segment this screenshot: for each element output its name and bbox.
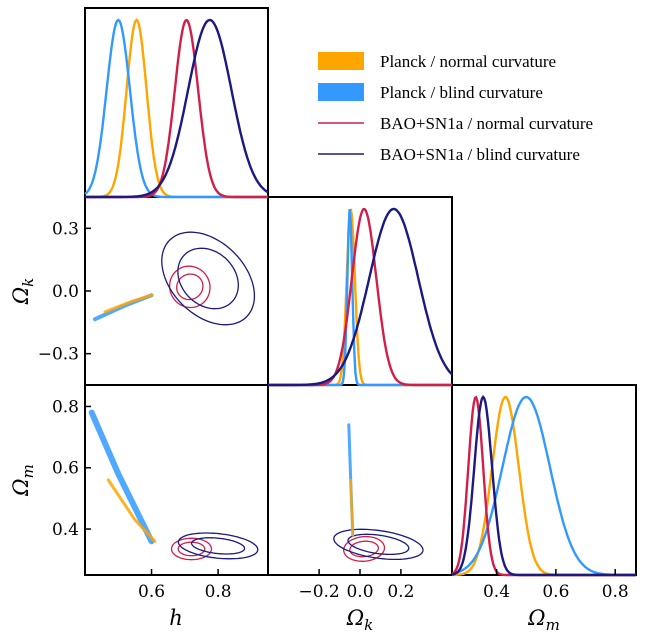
contour-h_ok-0-0 xyxy=(176,273,204,301)
x-axis-label-om: Ωm xyxy=(527,606,560,634)
contour-h_ok-0-1 xyxy=(168,265,211,309)
planck-blind-h-om xyxy=(88,409,155,545)
legend-swatch-0 xyxy=(318,52,364,70)
legend-swatch-1 xyxy=(318,83,364,101)
planck-normal-ok-om xyxy=(349,478,355,537)
y-axis-label-om: Ωm xyxy=(9,464,37,497)
legend-label-3: BAO+SN1a / blind curvature xyxy=(380,145,580,164)
contour-h_om-1-0 xyxy=(190,537,246,555)
x-tick-label: 0.0 xyxy=(346,582,373,602)
x-axis-label-ok: Ωk xyxy=(346,606,374,634)
contour-ok_om-0-1 xyxy=(343,535,386,562)
x-axis-label-h: h xyxy=(169,606,183,630)
marginal-ok-3 xyxy=(268,207,453,387)
panel-frame-1-1 xyxy=(267,196,453,386)
planck-normal-h-ok xyxy=(103,293,153,314)
y-axis-label-ok: Ωk xyxy=(9,278,37,306)
marginal-om-3 xyxy=(451,395,636,577)
panel-frame-2-1 xyxy=(267,384,453,576)
contour-h_ok-1-1 xyxy=(161,231,256,326)
x-tick-label: −0.2 xyxy=(298,582,339,602)
x-tick-label: 0.4 xyxy=(483,582,510,602)
contour-h_ok-1-0 xyxy=(177,247,239,310)
legend-label-1: Planck / blind curvature xyxy=(380,83,543,102)
marginal-h-1 xyxy=(84,18,268,199)
x-tick-label: 0.6 xyxy=(542,582,569,602)
y-tick-label: 0.6 xyxy=(52,459,79,479)
panels xyxy=(84,7,637,577)
x-tick-label: 0.2 xyxy=(387,582,414,602)
y-tick-label: −0.3 xyxy=(38,345,79,365)
x-tick-label: 0.6 xyxy=(138,582,165,602)
x-tick-label: 0.8 xyxy=(205,582,232,602)
planck-normal-h-om xyxy=(106,478,157,543)
axis-labels: 0.6 0.8 −0.2 0.0 0.2 0.4 0.6 0.8 −0.3 0.0 0.3 0.4 0.… xyxy=(9,219,629,634)
marginal-h-3 xyxy=(85,18,269,199)
y-tick-label: 0.8 xyxy=(52,397,79,417)
y-tick-label: 0.3 xyxy=(52,219,79,239)
x-tick-label: 0.8 xyxy=(602,582,629,602)
contour-ok_om-1-0 xyxy=(347,533,410,556)
legend-label-0: Planck / normal curvature xyxy=(380,52,556,71)
panel-frame-2-0 xyxy=(84,384,269,576)
contour-h_om-0-1 xyxy=(170,537,213,561)
contour-ok_om-0-0 xyxy=(349,540,380,558)
contour-ok_om-1-1 xyxy=(333,528,424,561)
legend: Planck / normal curvature Planck / blind … xyxy=(318,52,593,164)
contour-h_om-1-1 xyxy=(177,532,259,560)
y-tick-label: 0.4 xyxy=(52,520,79,540)
marginal-ok-0 xyxy=(268,208,452,387)
y-tick-label: 0.0 xyxy=(52,282,79,302)
legend-label-2: BAO+SN1a / normal curvature xyxy=(380,114,593,133)
